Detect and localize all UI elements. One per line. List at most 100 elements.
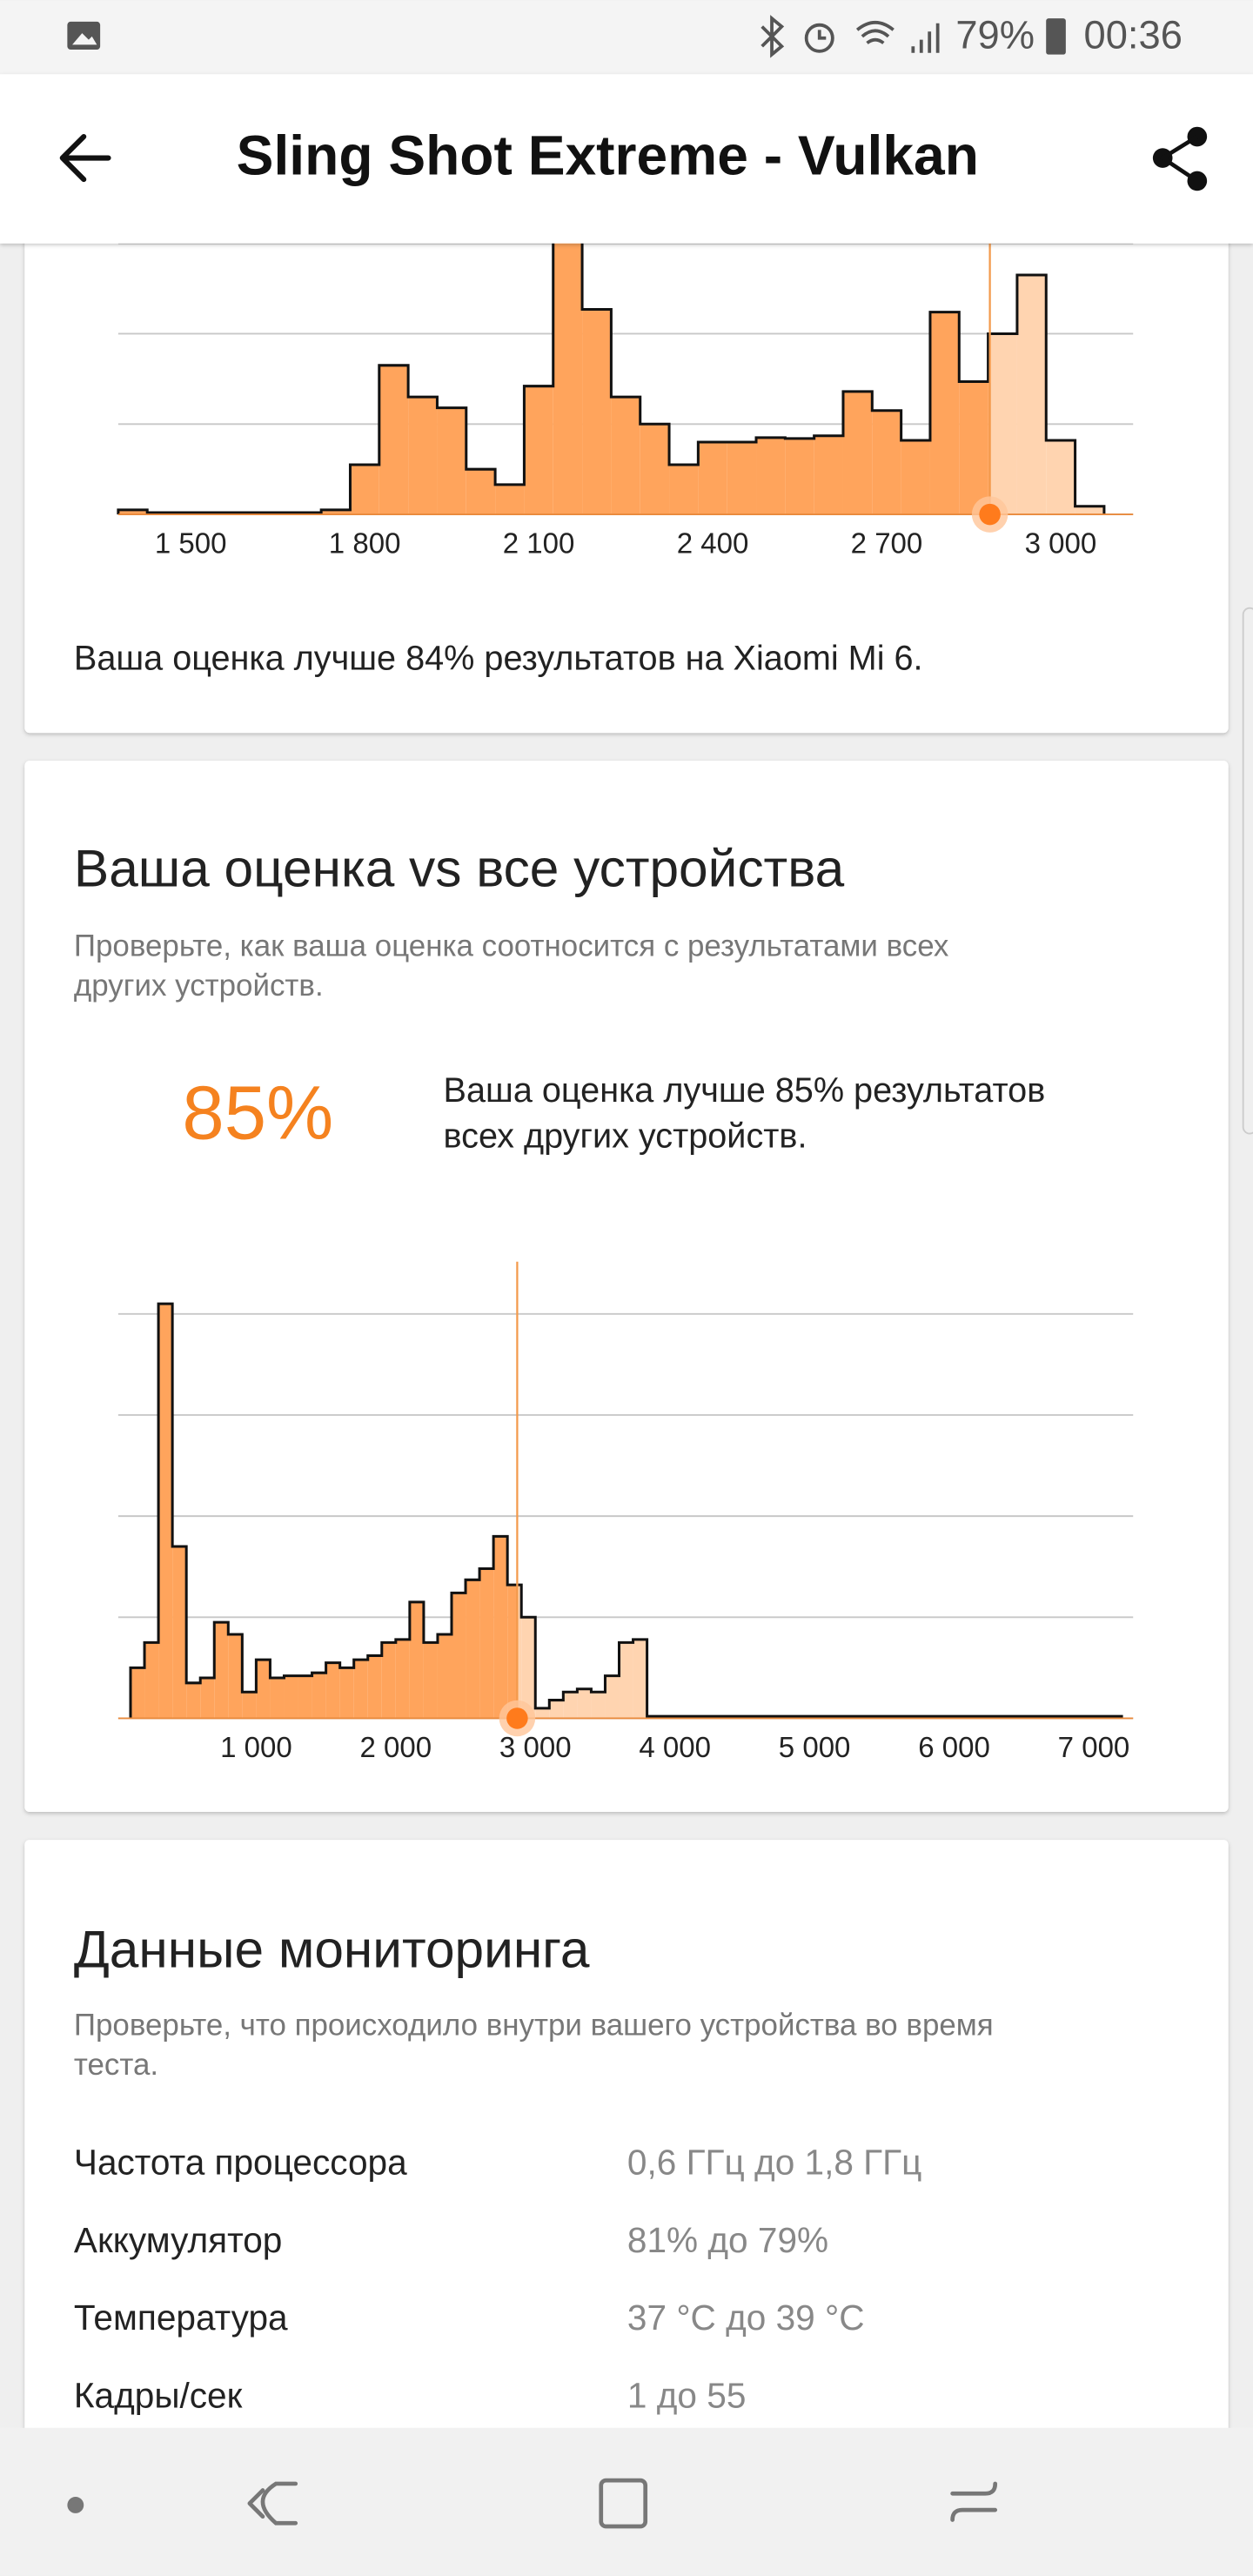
app-bar	[0, 74, 1253, 244]
histogram-bar	[521, 1617, 536, 1719]
histogram-bar	[312, 1673, 326, 1719]
nav-back[interactable]	[247, 2481, 298, 2526]
x-tick-label: 7 000	[1058, 1731, 1130, 1763]
card-subtitle: Проверьте, как ваша оценка соотносится с…	[74, 929, 949, 963]
card	[24, 1840, 1229, 2530]
histogram-bar	[214, 1622, 229, 1719]
histogram-bar	[785, 438, 814, 515]
histogram-bar	[872, 410, 901, 515]
histogram-bar	[553, 198, 583, 515]
x-tick-label: 2 700	[851, 527, 923, 560]
histogram-bar	[408, 397, 438, 515]
histogram-bar	[379, 365, 409, 515]
comparison-text: Ваша оценка лучше 84% результатов на Xia…	[74, 640, 923, 678]
clock: 00:36	[1084, 13, 1183, 57]
histogram-outline	[129, 1302, 1123, 1719]
histogram-bar	[466, 1580, 480, 1719]
histogram-bar	[437, 1634, 452, 1719]
x-tick-label: 1 500	[155, 527, 227, 560]
card-subtitle: теста.	[74, 2048, 158, 2082]
x-tick-label: 6 000	[918, 1731, 990, 1763]
histogram-bar	[549, 1700, 564, 1719]
percent-text: всех других устройств.	[444, 1117, 807, 1156]
histogram-chart: 1 000 2 000 3 000 4 000 5 000 6 000 7 000	[117, 1261, 1134, 1763]
histogram-bar	[842, 391, 873, 515]
histogram-outline	[117, 197, 1106, 515]
histogram-bar	[228, 1634, 243, 1719]
monitoring-rows: Частота процессора 0,6 ГГц до 1,8 ГГц Акку…	[74, 2143, 921, 2416]
histogram-bar	[186, 1682, 201, 1719]
share-button[interactable]	[1152, 126, 1208, 191]
score-marker	[506, 1707, 528, 1729]
card-title: Данные мониторинга	[74, 1919, 590, 1978]
histogram-bar	[200, 1678, 215, 1719]
histogram-bar	[901, 439, 930, 515]
x-tick-label: 2 400	[677, 527, 749, 560]
histogram-bar	[423, 1642, 438, 1719]
histogram-bar	[756, 437, 786, 515]
row-label: Температура	[74, 2298, 288, 2338]
row-value: 1 до 55	[627, 2375, 746, 2415]
histogram-bar	[535, 1707, 550, 1719]
histogram-bar	[381, 1642, 396, 1719]
row-value: 81% до 79%	[627, 2220, 828, 2260]
histogram-bar	[727, 442, 757, 515]
x-tick-label: 1 000	[220, 1731, 292, 1763]
histogram-bar	[144, 1642, 159, 1719]
histogram-bar	[524, 386, 553, 515]
histogram-bar	[321, 509, 351, 515]
histogram-bar	[284, 1675, 298, 1719]
x-tick-label: 2 100	[503, 527, 575, 560]
histogram-bar	[605, 1675, 620, 1719]
back-button[interactable]	[59, 133, 111, 183]
histogram-bar	[437, 407, 466, 515]
histogram-bar	[350, 464, 379, 515]
histogram-bar	[242, 1692, 257, 1719]
row-value: 0,6 ГГц до 1,8 ГГц	[627, 2143, 921, 2183]
histogram-bar	[451, 1593, 466, 1719]
app-title: Sling Shot Extreme - Vulkan	[237, 124, 979, 186]
x-tick-label: 5 000	[779, 1731, 851, 1763]
histogram-bar	[507, 1585, 522, 1719]
histogram-bar	[409, 1601, 424, 1719]
histogram-bar	[495, 484, 525, 515]
histogram-bar	[633, 1639, 647, 1719]
histogram-bar	[466, 469, 496, 515]
battery-icon	[1046, 18, 1066, 55]
histogram-bar	[325, 1662, 340, 1719]
histogram-bar	[988, 333, 1017, 515]
histogram-bar	[611, 397, 640, 515]
histogram-bar	[1075, 506, 1104, 515]
row-label: Кадры/сек	[74, 2375, 243, 2415]
histogram-bar	[117, 509, 148, 515]
histogram-bar	[1046, 439, 1075, 515]
histogram-bar	[367, 1655, 382, 1719]
histogram-bar	[669, 464, 699, 515]
row-label: Аккумулятор	[74, 2220, 282, 2260]
histogram-bar	[353, 1660, 368, 1719]
nav-bar	[0, 2427, 1253, 2576]
histogram-bar	[814, 435, 843, 515]
histogram-bar	[256, 1660, 271, 1719]
percent: 85%	[182, 1071, 333, 1156]
scroll-indicator	[1242, 607, 1253, 1135]
nav-home[interactable]	[599, 2478, 648, 2529]
card-title: Ваша оценка vs все устройства	[74, 838, 845, 897]
histogram-bar	[479, 1568, 494, 1719]
status-icons	[761, 15, 940, 58]
histogram-bar	[698, 442, 727, 515]
histogram-bar	[640, 424, 670, 515]
histogram-bar	[929, 312, 960, 515]
card	[24, 761, 1229, 1813]
nav-recent[interactable]	[950, 2481, 998, 2522]
histogram-bar	[493, 1536, 508, 1719]
percent-text: Ваша оценка лучше 85% результатов	[444, 1071, 1046, 1110]
histogram-bar	[395, 1639, 410, 1719]
status-bar	[0, 0, 1253, 75]
row-label: Частота процессора	[74, 2143, 407, 2183]
card-subtitle: других устройств.	[74, 969, 324, 1003]
nav-dot[interactable]	[67, 2497, 84, 2513]
histogram-bar	[158, 1304, 173, 1719]
